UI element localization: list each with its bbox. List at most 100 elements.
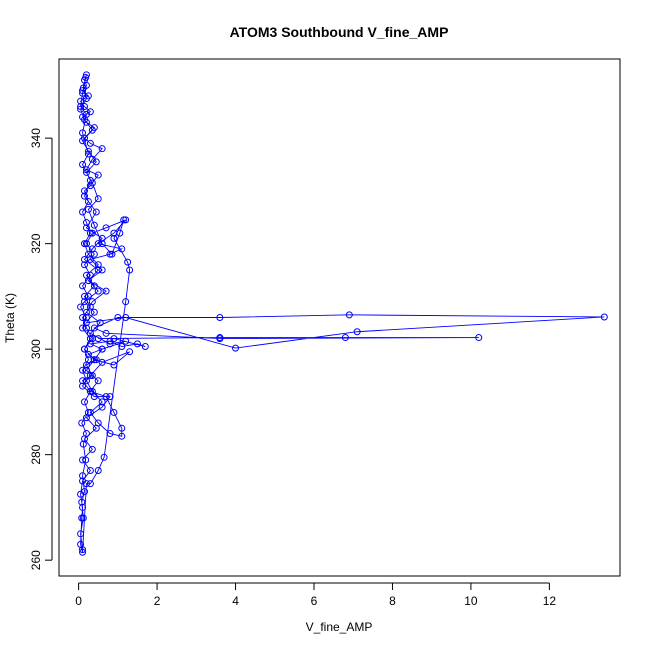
data-point	[82, 319, 90, 327]
data-point	[118, 432, 126, 440]
data-point	[79, 366, 87, 374]
y-tick-label: 260	[29, 550, 43, 570]
data-point	[122, 337, 130, 345]
data-point	[110, 335, 118, 343]
data-point	[110, 361, 118, 369]
data-point	[122, 314, 130, 321]
data-point	[122, 298, 130, 306]
data-point	[84, 147, 92, 155]
data-point	[82, 73, 90, 81]
series-group	[77, 71, 608, 556]
data-point	[98, 266, 106, 274]
data-point	[96, 319, 104, 327]
data-point	[86, 480, 94, 488]
data-point	[118, 245, 126, 253]
data-point	[82, 168, 90, 176]
data-point	[79, 208, 87, 216]
x-tick-label: 4	[232, 594, 239, 608]
data-point	[216, 335, 224, 343]
data-point	[116, 229, 124, 237]
data-point	[82, 166, 90, 174]
data-point	[90, 282, 98, 290]
data-point	[475, 334, 483, 342]
x-axis-label: V_fine_AMP	[306, 620, 373, 634]
data-point	[88, 229, 96, 237]
data-point	[84, 350, 92, 358]
x-axis: 0 2 4 6 8 10 12	[75, 582, 557, 608]
data-point	[79, 503, 87, 511]
data-point	[77, 540, 85, 548]
data-point	[108, 250, 116, 258]
data-point	[86, 139, 94, 147]
data-point	[77, 490, 85, 498]
data-point	[82, 314, 90, 321]
data-point	[78, 514, 86, 522]
data-point	[84, 292, 92, 300]
chart-title: ATOM3 Southbound V_fine_AMP	[230, 24, 449, 40]
data-point	[88, 298, 96, 306]
data-point	[84, 277, 92, 285]
data-point	[141, 343, 149, 351]
data-point	[82, 480, 90, 488]
data-point	[81, 116, 88, 124]
data-point	[92, 424, 100, 432]
data-point	[79, 137, 87, 145]
data-point	[106, 393, 114, 401]
data-point	[86, 387, 94, 395]
data-point	[86, 372, 94, 380]
data-point	[77, 105, 85, 113]
data-point	[86, 466, 94, 474]
data-point	[106, 250, 114, 258]
data-point	[94, 171, 102, 179]
data-point	[79, 440, 87, 448]
data-point	[77, 303, 85, 311]
data-point	[86, 229, 94, 237]
data-point	[98, 403, 106, 411]
data-point	[81, 345, 88, 353]
data-point	[86, 408, 94, 416]
data-point	[79, 456, 87, 464]
y-tick-label: 280	[29, 444, 43, 464]
data-point	[88, 445, 96, 453]
x-tick-label: 10	[464, 594, 478, 608]
data-point	[100, 453, 108, 461]
data-point	[88, 372, 96, 380]
x-tick-label: 8	[389, 594, 396, 608]
y-axis: 260 280 300 320 340	[29, 128, 53, 570]
data-point	[232, 344, 240, 352]
data-point	[81, 435, 88, 443]
data-point	[79, 129, 87, 137]
data-point	[88, 126, 96, 134]
data-point	[98, 398, 106, 406]
data-point	[92, 356, 100, 364]
data-point	[353, 328, 361, 336]
x-tick-label: 0	[75, 594, 82, 608]
data-point	[77, 530, 85, 538]
data-point	[88, 245, 96, 253]
data-point	[78, 498, 86, 506]
x-tick-label: 12	[543, 594, 557, 608]
data-point	[94, 377, 102, 385]
data-point	[102, 224, 110, 232]
x-tick-label: 2	[154, 594, 161, 608]
data-point	[90, 308, 98, 316]
data-point	[92, 208, 100, 216]
data-point	[86, 329, 94, 337]
data-point	[94, 266, 102, 274]
data-point	[98, 145, 106, 153]
data-point	[124, 258, 132, 266]
data-point	[77, 97, 85, 105]
data-point	[78, 419, 86, 427]
data-point	[79, 314, 87, 321]
data-point	[79, 282, 87, 290]
data-point	[110, 234, 118, 242]
data-point	[82, 377, 90, 385]
data-point	[84, 150, 92, 158]
data-point	[84, 197, 92, 205]
data-point	[92, 158, 100, 166]
data-point	[216, 314, 224, 321]
data-point	[84, 250, 92, 258]
data-point	[90, 356, 98, 364]
plot-frame	[58, 58, 621, 577]
